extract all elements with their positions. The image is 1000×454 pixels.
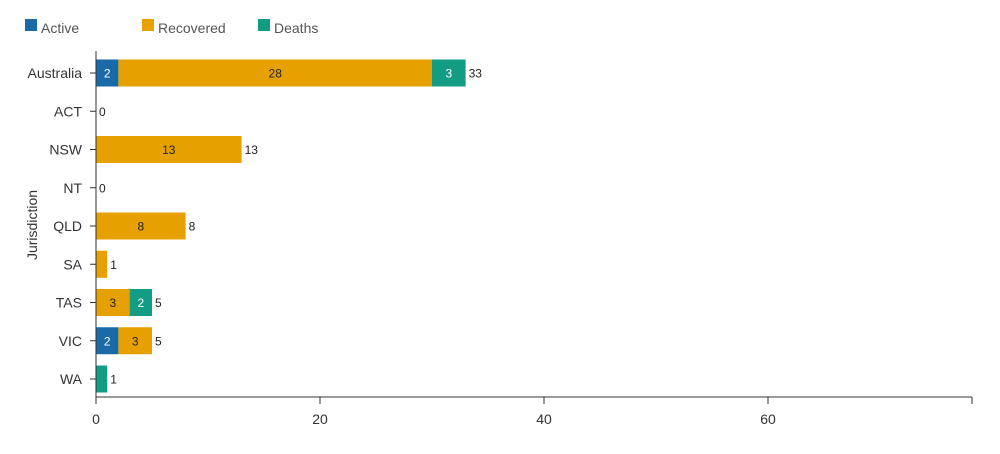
bar-total-label: 5 — [155, 296, 162, 310]
bar-sa-recovered[interactable] — [96, 250, 108, 278]
bar-vic-active[interactable] — [96, 327, 119, 355]
y-tick-label: NSW — [49, 142, 82, 158]
bar-total-label: 0 — [99, 105, 106, 119]
y-axis-title: Jurisdiction — [24, 190, 40, 260]
y-tick-label: TAS — [56, 295, 82, 311]
bar-value-label: 28 — [269, 67, 283, 81]
bar-qld-recovered[interactable] — [96, 212, 186, 240]
x-tick-label: 40 — [536, 411, 552, 427]
bar-tas-deaths[interactable] — [129, 289, 152, 316]
bar-value-label: 2 — [137, 296, 144, 310]
legend-item-recovered[interactable]: Recovered — [142, 19, 226, 36]
legend-label-recovered: Recovered — [158, 20, 226, 36]
bar-total-label: 33 — [469, 67, 483, 81]
y-tick-label: SA — [63, 256, 82, 272]
legend-item-deaths[interactable]: Deaths — [258, 19, 318, 36]
y-tick-label: Australia — [28, 65, 83, 81]
x-tick-label: 20 — [312, 411, 328, 427]
x-tick-label: 0 — [92, 411, 100, 427]
bar-value-label: 8 — [137, 220, 144, 234]
legend: Active Recovered Deaths — [25, 19, 318, 36]
bar-value-label: 3 — [109, 296, 116, 310]
bar-value-label: 13 — [162, 143, 176, 157]
bar-australia-recovered[interactable] — [118, 59, 433, 87]
y-tick-label: ACT — [54, 103, 82, 119]
y-tick-label: QLD — [53, 218, 82, 234]
y-tick-label: WA — [60, 371, 83, 387]
bar-total-label: 1 — [110, 373, 117, 387]
bar-total-label: 1 — [110, 258, 117, 272]
legend-swatch-recovered — [142, 19, 154, 31]
bar-australia-active[interactable] — [96, 59, 119, 87]
bar-total-label: 5 — [155, 334, 162, 348]
y-tick-label: NT — [63, 180, 82, 196]
bar-value-label: 3 — [445, 67, 452, 81]
legend-swatch-deaths — [258, 19, 270, 31]
bar-value-label: 2 — [104, 67, 111, 81]
bar-value-label: 2 — [104, 334, 111, 348]
bar-value-label: 3 — [132, 334, 139, 348]
bar-total-label: 8 — [189, 220, 196, 234]
bar-nsw-recovered[interactable] — [96, 136, 242, 163]
legend-item-active[interactable]: Active — [25, 19, 79, 36]
bar-total-label: 13 — [245, 143, 259, 157]
y-tick-label: VIC — [59, 333, 82, 349]
x-tick-label: 60 — [760, 411, 776, 427]
bar-total-label: 0 — [99, 181, 106, 195]
legend-label-active: Active — [41, 20, 79, 36]
bar-tas-recovered[interactable] — [96, 289, 130, 316]
bar-wa-deaths[interactable] — [96, 365, 108, 393]
legend-swatch-active — [25, 19, 37, 31]
bar-vic-recovered[interactable] — [118, 327, 152, 355]
legend-label-deaths: Deaths — [274, 20, 318, 36]
bar-australia-deaths[interactable] — [432, 59, 466, 87]
